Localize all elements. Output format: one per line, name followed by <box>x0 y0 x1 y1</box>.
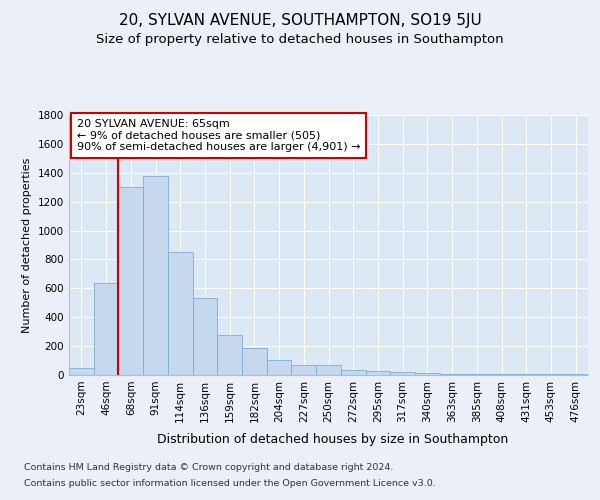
Bar <box>464 374 489 375</box>
Text: 20 SYLVAN AVENUE: 65sqm
← 9% of detached houses are smaller (505)
90% of semi-de: 20 SYLVAN AVENUE: 65sqm ← 9% of detached… <box>77 119 360 152</box>
Text: 20, SYLVAN AVENUE, SOUTHAMPTON, SO19 5JU: 20, SYLVAN AVENUE, SOUTHAMPTON, SO19 5JU <box>119 12 481 28</box>
Bar <box>341 370 365 375</box>
Bar <box>193 298 217 375</box>
Text: Distribution of detached houses by size in Southampton: Distribution of detached houses by size … <box>157 432 509 446</box>
Bar <box>69 368 94 375</box>
Bar <box>514 374 539 375</box>
Text: Contains public sector information licensed under the Open Government Licence v3: Contains public sector information licen… <box>24 478 436 488</box>
Bar <box>415 373 440 375</box>
Bar <box>316 365 341 375</box>
Bar <box>267 360 292 375</box>
Bar <box>440 374 464 375</box>
Bar <box>365 370 390 375</box>
Text: Size of property relative to detached houses in Southampton: Size of property relative to detached ho… <box>96 32 504 46</box>
Text: Contains HM Land Registry data © Crown copyright and database right 2024.: Contains HM Land Registry data © Crown c… <box>24 464 394 472</box>
Y-axis label: Number of detached properties: Number of detached properties <box>22 158 32 332</box>
Bar <box>143 176 168 375</box>
Bar <box>539 374 563 375</box>
Bar <box>563 374 588 375</box>
Bar <box>489 374 514 375</box>
Bar <box>217 334 242 375</box>
Bar <box>242 348 267 375</box>
Bar <box>168 252 193 375</box>
Bar <box>390 372 415 375</box>
Bar <box>292 365 316 375</box>
Bar <box>118 187 143 375</box>
Bar <box>94 282 118 375</box>
